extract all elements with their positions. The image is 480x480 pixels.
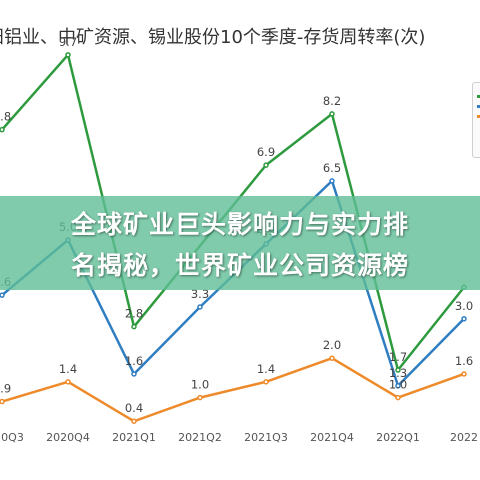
data-label: 8.2 xyxy=(323,94,341,108)
chart-legend xyxy=(472,82,480,158)
series-2-point xyxy=(131,371,137,377)
series-3-point xyxy=(461,371,467,377)
data-label: 3.0 xyxy=(455,299,473,313)
data-label: 6.9 xyxy=(257,145,275,159)
data-label: 0.4 xyxy=(125,401,143,415)
promo-banner: 全球矿业巨头影响力与实力排 名揭秘，世界矿业公司资源榜 xyxy=(0,196,480,290)
banner-line-1: 全球矿业巨头影响力与实力排 xyxy=(70,210,409,239)
series-2-point xyxy=(197,304,203,310)
series-1-point xyxy=(263,162,269,168)
series-1-point xyxy=(329,111,335,117)
x-tick-label: 2021Q2 xyxy=(178,431,222,444)
series-2-point xyxy=(329,178,335,184)
series-1-point xyxy=(0,126,5,133)
data-label: 1.6 xyxy=(455,354,473,368)
data-label: 1.6 xyxy=(125,354,143,368)
x-tick-label: 2022 xyxy=(450,431,478,444)
series-3-line xyxy=(1,356,465,423)
x-tick-label: 2021Q4 xyxy=(310,431,354,444)
x-tick-label: 2020Q4 xyxy=(46,431,90,444)
data-label: 7.8 xyxy=(0,110,11,124)
series-1-point xyxy=(395,367,401,373)
data-label: 1.3 xyxy=(389,366,407,380)
series-3-point xyxy=(395,394,401,401)
series-2-point xyxy=(395,383,401,389)
x-tick-label: 2020Q3 xyxy=(0,431,24,444)
series-1: 7.8 9.7 2.8 6.9 8.2 1.7 xyxy=(0,35,467,373)
series-3: 0.9 1.4 0.4 1.0 1.4 2.0 1.0 1.6 xyxy=(0,338,473,424)
series-3-point xyxy=(263,379,269,385)
data-label: 3.3 xyxy=(191,287,209,301)
legend-swatch xyxy=(477,105,480,108)
legend-swatch xyxy=(477,115,480,118)
series-3-point xyxy=(329,355,335,361)
series-1-point xyxy=(131,323,137,330)
data-label: 1.4 xyxy=(59,362,77,376)
data-label: 2.0 xyxy=(323,338,341,352)
data-label: 0.9 xyxy=(0,382,11,396)
x-axis-ticks: 2020Q3 2020Q4 2021Q1 2021Q2 2021Q3 2021Q4 2022… xyxy=(0,431,478,444)
series-2-point xyxy=(0,292,5,298)
data-label: 1.7 xyxy=(389,350,407,364)
data-label: 9.7 xyxy=(59,35,77,49)
series-3-point xyxy=(197,394,203,401)
series-2-point xyxy=(461,316,467,322)
data-label: 6.5 xyxy=(323,161,341,175)
series-3-point xyxy=(131,418,137,424)
data-label: 2.8 xyxy=(125,307,143,321)
x-tick-label: 2021Q3 xyxy=(244,431,288,444)
data-label: 1.0 xyxy=(389,378,407,392)
x-tick-label: 2022Q1 xyxy=(376,431,420,444)
data-label: 1.0 xyxy=(191,378,209,392)
series-1-point xyxy=(65,52,71,58)
x-tick-label: 2021Q1 xyxy=(112,431,156,444)
chart-title: 阳铝业、中矿资源、锡业股份10个季度-存货周转率(次) xyxy=(0,27,425,48)
banner-line-2: 名揭秘，世界矿业公司资源榜 xyxy=(70,251,409,280)
legend-swatch xyxy=(477,95,480,98)
series-3-point xyxy=(0,398,5,405)
series-3-point xyxy=(65,379,71,385)
data-label: 1.4 xyxy=(257,362,275,376)
